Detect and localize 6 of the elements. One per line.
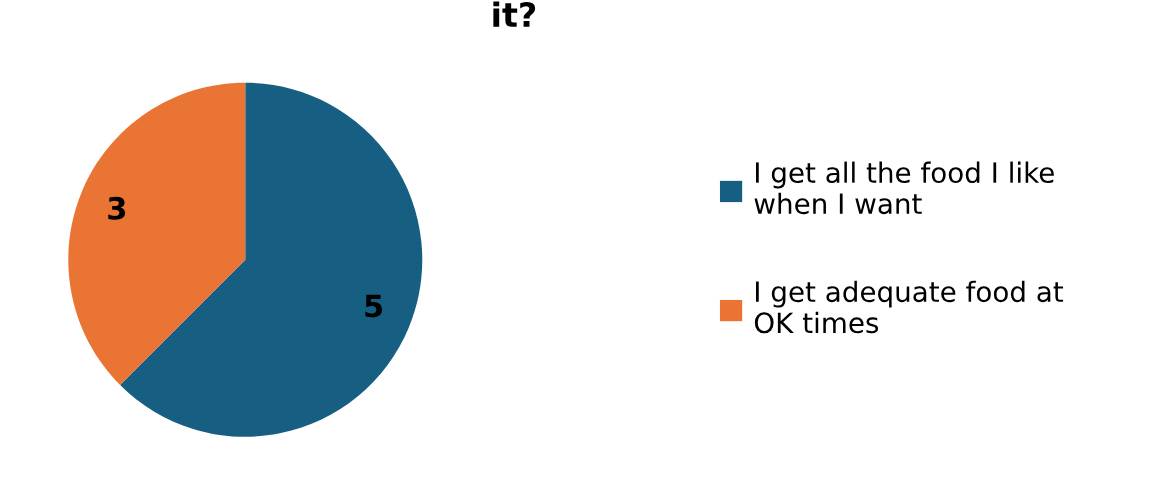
data-label: 5 <box>365 294 383 318</box>
legend-label: I get all the food I like when I want <box>754 161 1054 215</box>
legend-label: I get adequate food at OK times <box>754 280 1064 334</box>
pie-slice <box>68 82 246 385</box>
chart-title: it? <box>493 1 536 27</box>
data-label: 3 <box>108 196 126 220</box>
